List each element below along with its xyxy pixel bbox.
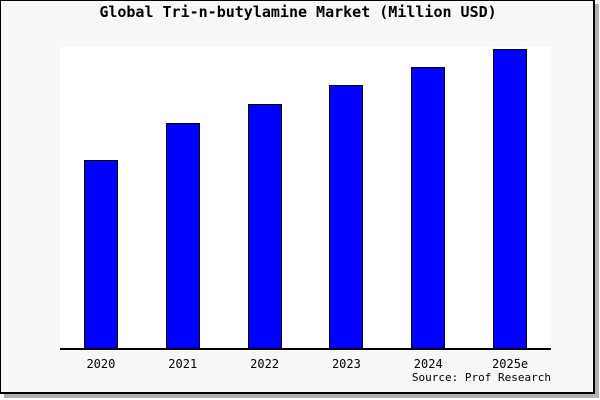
- x-tick-2024: 2024: [413, 357, 443, 371]
- bar-2020: [83, 160, 118, 348]
- chart-title: Global Tri-n-butylamine Market (Million …: [99, 3, 497, 21]
- bar-2021: [165, 123, 200, 348]
- source-credit: Source: Prof Research: [411, 371, 551, 384]
- bar-2025e: [493, 49, 528, 348]
- x-tick-2020: 2020: [86, 357, 116, 371]
- bar-2022: [247, 104, 282, 348]
- bar-2023: [329, 85, 364, 348]
- x-tick-2025e: 2025e: [492, 357, 529, 371]
- x-tick-2023: 2023: [331, 357, 361, 371]
- x-tick-2021: 2021: [168, 357, 198, 371]
- x-tick-2022: 2022: [250, 357, 280, 371]
- plot-area: [60, 47, 551, 350]
- bar-2024: [411, 67, 446, 348]
- x-axis-labels: 2020 2021 2022 2023 2024 2025e: [60, 357, 551, 373]
